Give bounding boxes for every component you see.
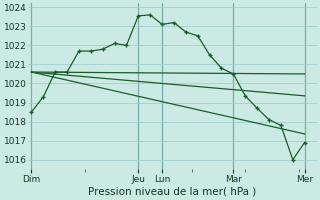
X-axis label: Pression niveau de la mer( hPa ): Pression niveau de la mer( hPa ) bbox=[88, 187, 256, 197]
